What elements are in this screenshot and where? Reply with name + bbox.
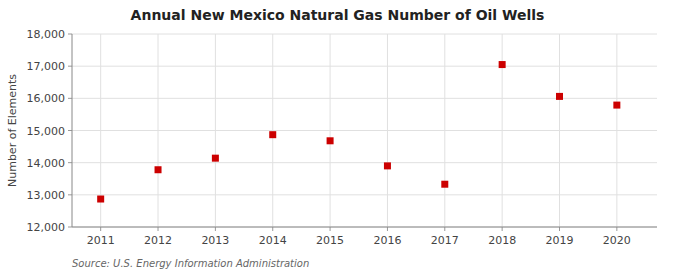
tick-mark	[272, 227, 273, 231]
tick-mark	[502, 227, 503, 231]
tick-mark	[559, 227, 560, 231]
point	[155, 166, 162, 173]
tick-label: 14,000	[27, 157, 66, 170]
grid-line	[72, 66, 657, 67]
tick-label: 12,000	[27, 221, 66, 234]
grid-line	[559, 34, 560, 227]
tick-label: 2016	[373, 234, 401, 247]
tick-label: 2017	[431, 234, 459, 247]
tick-label: 2015	[316, 234, 344, 247]
point	[441, 181, 448, 188]
tick-mark	[100, 227, 101, 231]
point	[269, 131, 276, 138]
grid-line	[387, 34, 388, 227]
grid-line	[444, 34, 445, 227]
tick-label: 17,000	[27, 60, 66, 73]
source: Source: U.S. Energy Information Administ…	[72, 258, 309, 269]
point	[384, 162, 391, 169]
tick-label: 15,000	[27, 125, 66, 138]
grid-line	[330, 34, 331, 227]
tick-label: 2011	[87, 234, 115, 247]
tick-mark	[330, 227, 331, 231]
point	[556, 93, 563, 100]
grid-line	[72, 98, 657, 99]
point	[613, 102, 620, 109]
axes: 12,000 13,000 14,000 15,000 16,000 17,000 18,0…	[27, 28, 658, 247]
grid-line	[272, 34, 273, 227]
tick-mark	[387, 227, 388, 231]
y-axis-line	[72, 34, 73, 227]
grid-line	[72, 34, 657, 35]
grid-line	[72, 227, 657, 228]
tick-label: 2013	[201, 234, 229, 247]
grid-line	[72, 194, 657, 195]
tick-mark	[68, 98, 72, 99]
grid-line	[616, 34, 617, 227]
point	[327, 137, 334, 144]
point	[212, 155, 219, 162]
tick-mark	[68, 194, 72, 195]
tick-label: 2019	[546, 234, 574, 247]
chart-container: Annual New Mexico Natural Gas Number of …	[0, 0, 675, 275]
tick-label: 16,000	[27, 92, 66, 105]
grid-line	[215, 34, 216, 227]
tick-mark	[215, 227, 216, 231]
grid-line	[72, 130, 657, 131]
tick-label: 13,000	[27, 189, 66, 202]
tick-mark	[68, 130, 72, 131]
points	[97, 61, 620, 202]
tick-mark	[68, 162, 72, 163]
grid	[72, 34, 657, 227]
tick-mark	[68, 34, 72, 35]
grid-line	[158, 34, 159, 227]
tick-label: 18,000	[27, 28, 66, 41]
chart: Annual New Mexico Natural Gas Number of …	[0, 0, 675, 275]
tick-mark	[616, 227, 617, 231]
tick-mark	[158, 227, 159, 231]
x-axis-line	[72, 227, 657, 228]
tick-label: 2014	[259, 234, 287, 247]
tick-mark	[444, 227, 445, 231]
tick-mark	[68, 227, 72, 228]
tick-label: 2012	[144, 234, 172, 247]
grid-line	[72, 162, 657, 163]
point	[499, 61, 506, 68]
title: Annual New Mexico Natural Gas Number of …	[131, 7, 545, 23]
point	[97, 196, 104, 203]
tick-label: 2018	[488, 234, 516, 247]
tick-mark	[68, 66, 72, 67]
y-axis-label: Number of Elements	[6, 74, 19, 187]
tick-label: 2020	[603, 234, 631, 247]
